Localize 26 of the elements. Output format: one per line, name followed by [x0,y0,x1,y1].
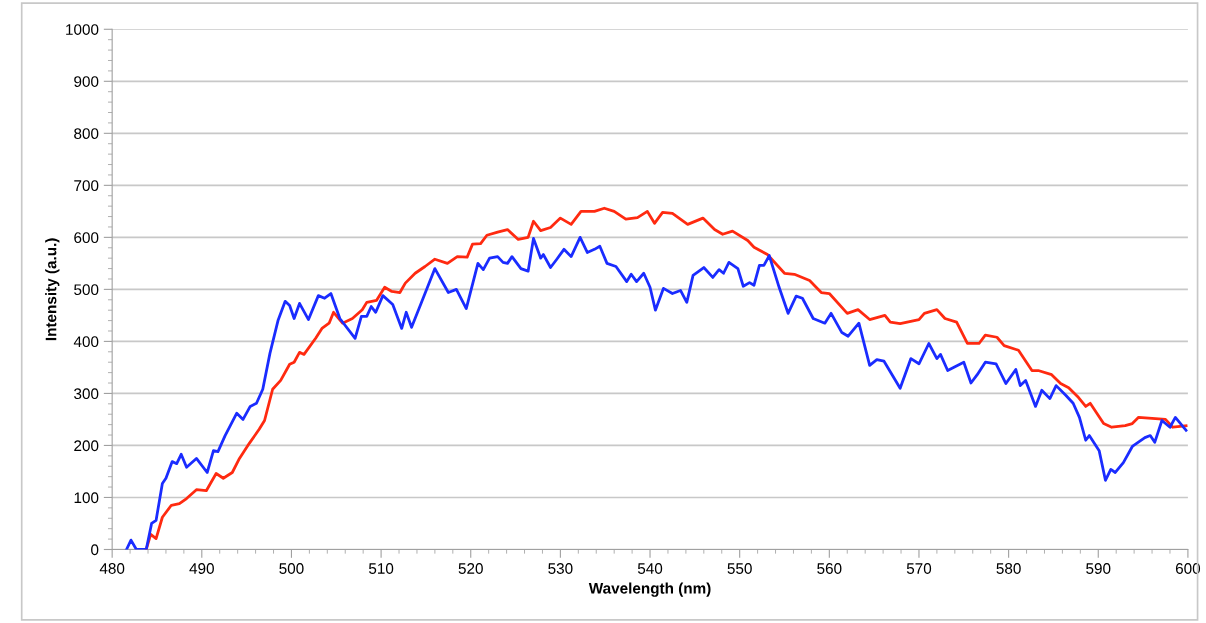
y-tick-label: 700 [74,180,99,192]
x-tick-label: 490 [189,563,214,574]
y-tick-label: 900 [74,76,99,87]
y-tick-label: 600 [74,232,99,244]
x-tick-label: 510 [368,563,394,574]
x-tick-label: 590 [1086,563,1111,574]
y-tick-label: 500 [74,284,99,296]
x-tick-label: 480 [99,563,125,574]
y-tick-label: 300 [74,388,99,400]
y-tick-label: 200 [74,440,99,452]
x-tick-label: 570 [906,563,932,574]
x-tick-label: 580 [996,563,1021,574]
y-tick-label: 100 [74,492,99,504]
x-axis-title: Wavelength (nm) [588,582,711,597]
y-tick-label: 0 [91,544,99,556]
x-tick-label: 520 [458,563,483,574]
y-axis-title: Intensity (a.u.) [45,238,60,341]
y-tick-label: 800 [74,128,99,140]
x-tick-label: 550 [727,563,752,574]
x-tick-label: 500 [279,563,304,574]
x-tick-label: 540 [637,563,663,574]
y-tick-label: 1000 [66,24,99,35]
x-tick-label: 530 [548,563,573,574]
x-tick-label: 600 [1175,563,1201,574]
y-tick-label: 400 [73,336,99,348]
x-tick-label: 560 [817,563,842,574]
